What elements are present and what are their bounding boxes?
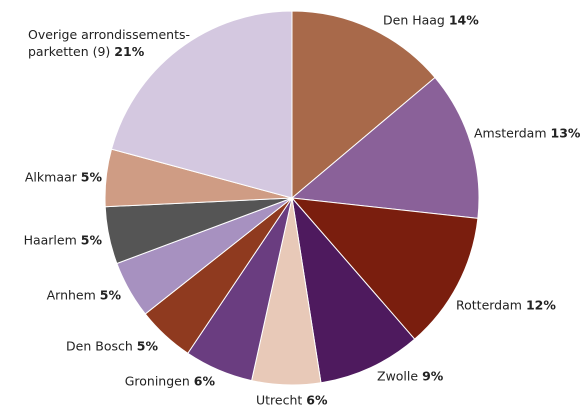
slice-label: Haarlem 5%	[24, 232, 102, 249]
slice	[110, 10, 293, 199]
category-name: Haarlem	[23, 232, 77, 248]
slice-label: Groningen 6%	[125, 373, 215, 390]
category-name: Den Bosch	[66, 338, 133, 354]
category-name: Zwolle	[377, 368, 419, 384]
slice-label: Den Bosch 5%	[66, 338, 158, 355]
value-label: 5%	[80, 232, 102, 248]
slice-label: Zwolle 9%	[377, 368, 443, 385]
slice-label: Rotterdam 12%	[456, 297, 556, 314]
category-name: Amsterdam	[474, 125, 547, 141]
category-name: Groningen	[124, 373, 190, 389]
slice	[290, 76, 480, 219]
category-name: Rotterdam	[456, 297, 522, 313]
value-label: 6%	[306, 392, 328, 408]
category-name: Alkmaar	[24, 169, 77, 185]
value-label: 5%	[136, 338, 158, 354]
value-label: 6%	[193, 373, 215, 389]
value-label: 9%	[422, 368, 444, 384]
category-name: Overige arrondissements-parketten (9)	[28, 27, 190, 59]
slice-label: Amsterdam 13%	[474, 125, 580, 142]
value-label: 13%	[550, 125, 580, 141]
slice-label: Den Haag 14%	[383, 12, 479, 29]
slice	[291, 196, 416, 384]
value-label: 12%	[525, 297, 556, 313]
slice-label: Overige arrondissements-parketten (9) 21…	[28, 26, 198, 60]
slice-label: Alkmaar 5%	[25, 169, 102, 186]
slice-label: Utrecht 6%	[256, 392, 328, 409]
category-name: Den Haag	[383, 12, 445, 28]
slice-label: Arnhem 5%	[47, 287, 121, 304]
value-label: 5%	[99, 287, 121, 303]
slice	[291, 10, 436, 200]
category-name: Arnhem	[46, 287, 96, 303]
slice	[290, 197, 479, 340]
value-label: 5%	[80, 169, 102, 185]
value-label: 21%	[114, 44, 145, 59]
value-label: 14%	[448, 12, 479, 28]
category-name: Utrecht	[256, 392, 303, 408]
